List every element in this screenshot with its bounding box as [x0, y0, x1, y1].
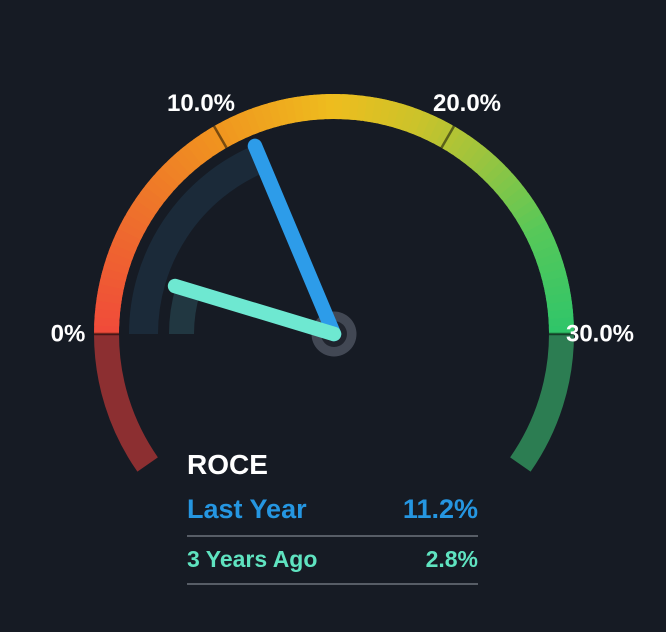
legend-series-value: 11.2%	[402, 494, 478, 524]
gauge-track-0	[129, 145, 266, 335]
gauge-tick-label: 10.0%	[167, 90, 235, 117]
gauge-needle-1	[167, 278, 342, 342]
legend-row-last-year: Last Year 11.2%	[187, 482, 478, 537]
gauge-needle-0	[247, 138, 342, 342]
legend-series-name: Last Year	[187, 494, 307, 524]
gauge-tick-mark	[440, 125, 456, 149]
gauge-tick-label: 0%	[51, 321, 86, 348]
legend-title: ROCE	[187, 449, 268, 480]
gauge-tick-label: 30.0%	[566, 321, 634, 348]
gauge-tick-mark	[212, 125, 228, 149]
gauge-legend: ROCE Last Year 11.2% 3 Years Ago 2.8%	[187, 448, 478, 585]
legend-row-3-years-ago: 3 Years Ago 2.8%	[187, 537, 478, 585]
gauge-tick-label: 20.0%	[433, 90, 501, 117]
gauge-arc-below-min	[94, 333, 158, 472]
legend-series-name: 3 Years Ago	[187, 546, 318, 572]
gauge-arc-above-max	[510, 333, 574, 472]
legend-series-value: 2.8%	[425, 546, 478, 572]
